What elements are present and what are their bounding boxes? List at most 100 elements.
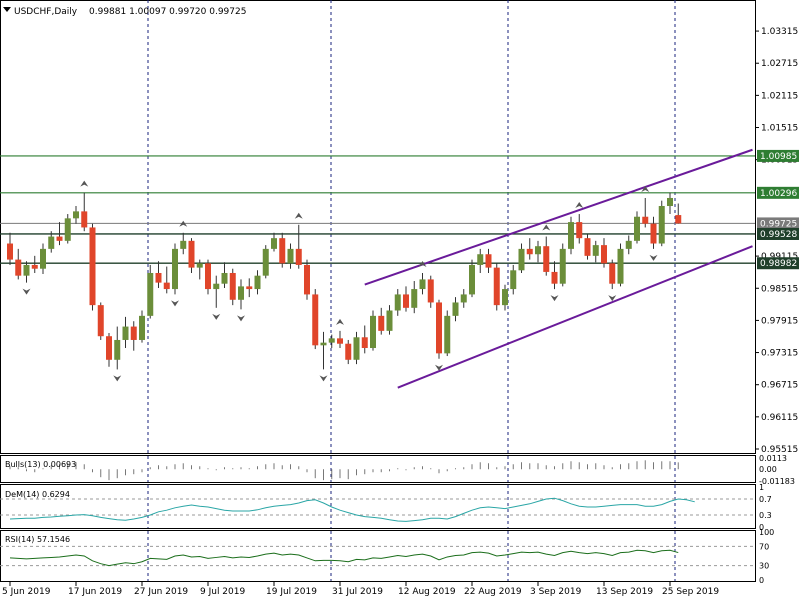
demarker-line — [0, 497, 755, 522]
candle-body — [73, 211, 79, 219]
x-tick-label: 31 Jul 2019 — [332, 587, 383, 597]
candle-body — [559, 248, 566, 284]
bulls-panel-frame — [0, 455, 756, 483]
x-tick-label: 19 Jul 2019 — [266, 587, 317, 597]
candle-body — [609, 263, 616, 284]
fractal-down-arrow — [237, 315, 245, 322]
candle-body — [130, 326, 137, 340]
candle-body — [7, 243, 13, 260]
rsi-title: RSI(14) 57.1546 — [5, 535, 70, 544]
candle-body — [40, 248, 46, 269]
indicator-tick-label: 0.7 — [759, 495, 772, 504]
candle-body — [312, 294, 319, 346]
candle-body — [295, 248, 302, 265]
candle-body — [361, 337, 368, 349]
candle-body — [485, 254, 492, 268]
x-tick-label: 22 Aug 2019 — [464, 587, 522, 597]
y-tick-label: 0.97915 — [761, 316, 798, 326]
candle-body — [592, 245, 599, 256]
price-label-text: 1.00296 — [760, 189, 797, 199]
candle-body — [56, 236, 63, 241]
fractal-down-arrow — [435, 364, 443, 371]
fractal-down-arrow — [171, 300, 179, 307]
candle-body — [675, 215, 682, 224]
dem-title: DeM(14) 0.6294 — [5, 490, 70, 499]
candle-body — [196, 263, 203, 268]
candle-body — [576, 222, 583, 239]
price-label-text: 0.98982 — [760, 259, 797, 269]
candle-body — [469, 264, 475, 295]
ohlc-values: 0.99881 1.00097 0.99720 0.99725 — [89, 7, 246, 17]
price-label-box — [757, 227, 799, 240]
indicator-tick-label: 1 — [759, 483, 764, 492]
candle-body — [23, 264, 30, 276]
price-label-box — [757, 217, 799, 230]
price-label-text: 0.99528 — [760, 230, 797, 240]
fractal-down-arrow — [113, 375, 122, 382]
indicator-tick-label: 30 — [759, 562, 769, 571]
fractal-up-arrow — [575, 202, 584, 209]
x-tick-label: 3 Sep 2019 — [530, 587, 582, 597]
main-panel-frame — [0, 0, 756, 454]
candle-body — [139, 315, 145, 340]
candle-body — [172, 248, 178, 290]
y-tick-label: 1.01515 — [761, 124, 798, 134]
candle-body — [411, 289, 418, 308]
indicator-tick-label: -0.01183 — [759, 477, 795, 486]
candle-body — [31, 264, 38, 269]
fractal-down-arrow — [608, 295, 617, 302]
candle-body — [279, 238, 286, 264]
candle-body — [97, 305, 104, 337]
candle-body — [106, 336, 112, 360]
candle-body — [386, 310, 393, 331]
vertical-grid — [147, 0, 676, 581]
y-tick-label: 0.98515 — [761, 284, 798, 294]
y-tick-label: 0.97315 — [761, 349, 798, 359]
indicator-tick-label: 70 — [759, 542, 769, 551]
candle-body — [543, 246, 550, 272]
candle-body — [180, 240, 187, 249]
fractal-markers — [22, 180, 658, 382]
x-tick-label: 9 Jul 2019 — [200, 587, 245, 597]
channel-lower-line — [397, 245, 753, 389]
candle-body — [444, 315, 451, 354]
candle-body — [493, 267, 500, 306]
candle-body — [370, 315, 376, 349]
indicator-tick-label: 0.0113 — [759, 454, 787, 463]
candle-body — [213, 283, 220, 290]
dem-panel-frame — [0, 484, 756, 529]
x-tick-label: 5 Jun 2019 — [2, 587, 51, 597]
rsi-line — [0, 545, 755, 567]
date-axis-ticks: 5 Jun 2019 17 Jun 2019 27 Jun 2019 9 Jul 20… — [2, 582, 719, 597]
bulls-title: Bulls(13) 0.00693 — [5, 460, 76, 469]
fractal-up-arrow — [294, 212, 303, 219]
candle-body — [254, 275, 261, 290]
candle-body — [526, 248, 533, 255]
indicator-tick-label: 0.00 — [759, 465, 777, 474]
indicator-tick-label: 0 — [759, 523, 764, 532]
fractal-up-arrow — [641, 185, 650, 192]
candle-body — [625, 240, 632, 249]
candle-body — [642, 216, 649, 224]
candle-body — [650, 223, 657, 244]
x-tick-label: 27 Jun 2019 — [134, 587, 188, 597]
candle-body — [287, 248, 294, 264]
y-tick-label: 0.96715 — [761, 381, 798, 391]
fractal-up-arrow — [80, 180, 89, 187]
candle-body — [337, 338, 343, 344]
collapse-triangle-icon[interactable] — [3, 7, 11, 12]
candle-body — [378, 315, 385, 331]
candle-body — [114, 339, 121, 360]
y-tick-label: 0.95515 — [761, 445, 798, 455]
candle-body — [229, 272, 236, 300]
fractal-up-arrow — [336, 318, 344, 325]
fractal-down-arrow — [550, 295, 559, 302]
price-label-box — [757, 257, 799, 270]
y-tick-label: 0.99115 — [761, 252, 798, 262]
candle-body — [460, 294, 467, 303]
candle-body — [427, 279, 434, 303]
bulls-histogram — [9, 460, 679, 481]
fractal-down-arrow — [22, 288, 31, 295]
price-channel — [364, 148, 753, 389]
y-tick-label: 0.96115 — [761, 413, 798, 423]
